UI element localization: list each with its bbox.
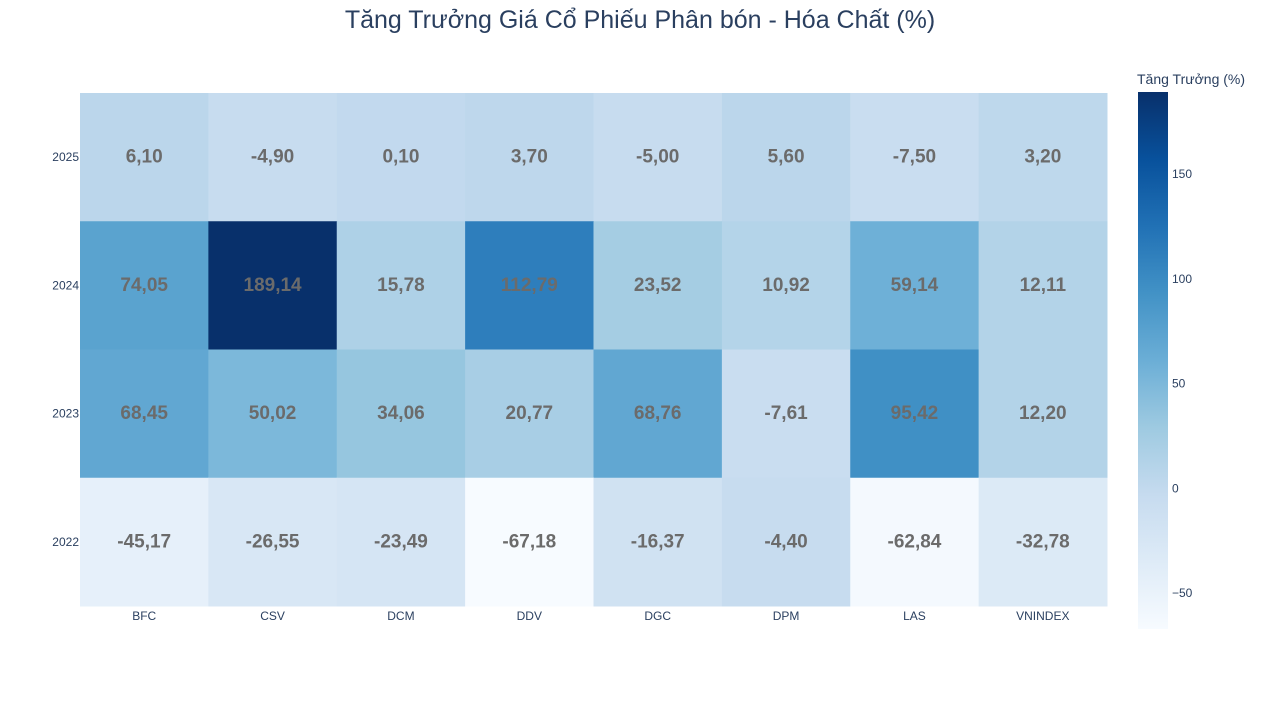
cell-value-label: -16,37 [631,531,685,552]
x-tick-label: DPM [773,609,800,623]
heatmap-cell [208,477,338,607]
x-tick-label: VNINDEX [1016,609,1069,623]
colorbar-tick-label: −50 [1172,586,1193,600]
x-tick-label: DDV [517,609,542,623]
y-tick-label: 2022 [52,535,79,549]
x-axis: BFC CSV DCM DDV DGC DPM LAS VNINDEX [132,609,1069,623]
cell-value-label: -23,49 [374,531,428,552]
heatmap-cell [721,93,851,222]
cell-value-label: 23,52 [634,275,682,296]
colorbar-tick-label: 50 [1172,377,1186,391]
y-tick-label: 2024 [52,278,79,292]
heatmap-cell [850,221,980,350]
colorbar-gradient [1138,92,1168,629]
heatmap-cell [336,477,466,607]
cell-value-label: 15,78 [377,275,425,296]
cell-value-label: -4,90 [251,147,294,168]
cell-value-label: 12,20 [1019,403,1067,424]
heatmap-cell [336,221,466,350]
x-tick-label: LAS [903,609,926,623]
heatmap-cell [850,349,980,479]
cell-value-label: 0,10 [382,147,419,168]
heatmap-cell [593,477,723,607]
colorbar-tick-label: 100 [1172,272,1192,286]
cell-value-label: 189,14 [244,275,303,296]
cell-value-label: -67,18 [502,531,556,552]
x-tick-label: DCM [387,609,414,623]
x-tick-label: CSV [260,609,285,623]
colorbar-title: Tăng Trưởng (%) [1137,71,1245,87]
heatmap-cell [80,221,209,350]
cell-value-label: 95,42 [891,403,939,424]
cell-value-label: -7,50 [893,147,936,168]
cell-value-label: -45,17 [117,531,171,552]
cell-value-label: -62,84 [888,531,942,552]
cell-value-label: 5,60 [768,147,805,168]
y-axis: 2025 2024 2023 2022 [52,150,79,549]
cell-value-label: 50,02 [249,403,297,424]
x-tick-label: BFC [132,609,156,623]
x-tick-label: DGC [644,609,671,623]
heatmap-cell [80,93,209,222]
cell-value-label: 6,10 [126,147,163,168]
heatmap-cell [721,477,851,607]
heatmap-cell [593,93,723,222]
colorbar-ticks: 150 100 50 0 −50 [1172,167,1193,600]
heatmap-cell [850,477,980,607]
colorbar: Tăng Trưởng (%) 150 100 50 0 −50 [1137,71,1245,629]
heatmap-cell [593,349,723,479]
heatmap-cell [721,221,851,350]
heatmap-cell [978,477,1108,607]
cell-value-label: -32,78 [1016,531,1070,552]
heatmap-cell [978,221,1108,350]
heatmap-cell [978,93,1108,222]
heatmap-cell [208,93,338,222]
heatmap-cells [80,93,1108,607]
y-tick-label: 2023 [52,407,79,421]
cell-value-label: -26,55 [246,531,300,552]
cell-value-label: -5,00 [636,147,679,168]
cell-value-label: 68,76 [634,403,682,424]
heatmap-cell [850,93,980,222]
heatmap-cell [208,221,338,350]
cell-value-label: 59,14 [891,275,939,296]
heatmap-cell [593,221,723,350]
heatmap-cell [465,221,594,350]
chart-title: Tăng Trưởng Giá Cổ Phiếu Phân bón - Hóa … [344,6,936,34]
heatmap-cell [721,349,851,479]
colorbar-tick-label: 0 [1172,481,1179,495]
cell-value-label: -7,61 [764,403,808,424]
colorbar-tick-label: 150 [1172,167,1192,181]
heatmap-cell [465,93,594,222]
cell-value-label: 34,06 [377,403,425,424]
cell-value-label: 10,92 [762,275,810,296]
heatmap-cell [465,477,594,607]
heatmap-cell [336,349,466,479]
heatmap-cell-labels: 6,10 -4,90 0,10 3,70 -5,00 5,60 -7,50 3,20 74,05… [117,147,1070,553]
heatmap-cell [978,349,1108,479]
cell-value-label: 74,05 [120,275,168,296]
heatmap-cell [465,349,594,479]
cell-value-label: 12,11 [1020,275,1067,296]
heatmap-cell [80,349,209,479]
cell-value-label: 68,45 [120,403,168,424]
y-tick-label: 2025 [52,150,79,164]
cell-value-label: 112,79 [501,275,558,296]
heatmap-cell [80,477,209,607]
cell-value-label: -4,40 [764,531,807,552]
cell-value-label: 20,77 [506,403,554,424]
heatmap-cell [336,93,466,222]
cell-value-label: 3,70 [511,147,548,168]
cell-value-label: 3,20 [1024,147,1061,168]
heatmap-cell [208,349,338,479]
